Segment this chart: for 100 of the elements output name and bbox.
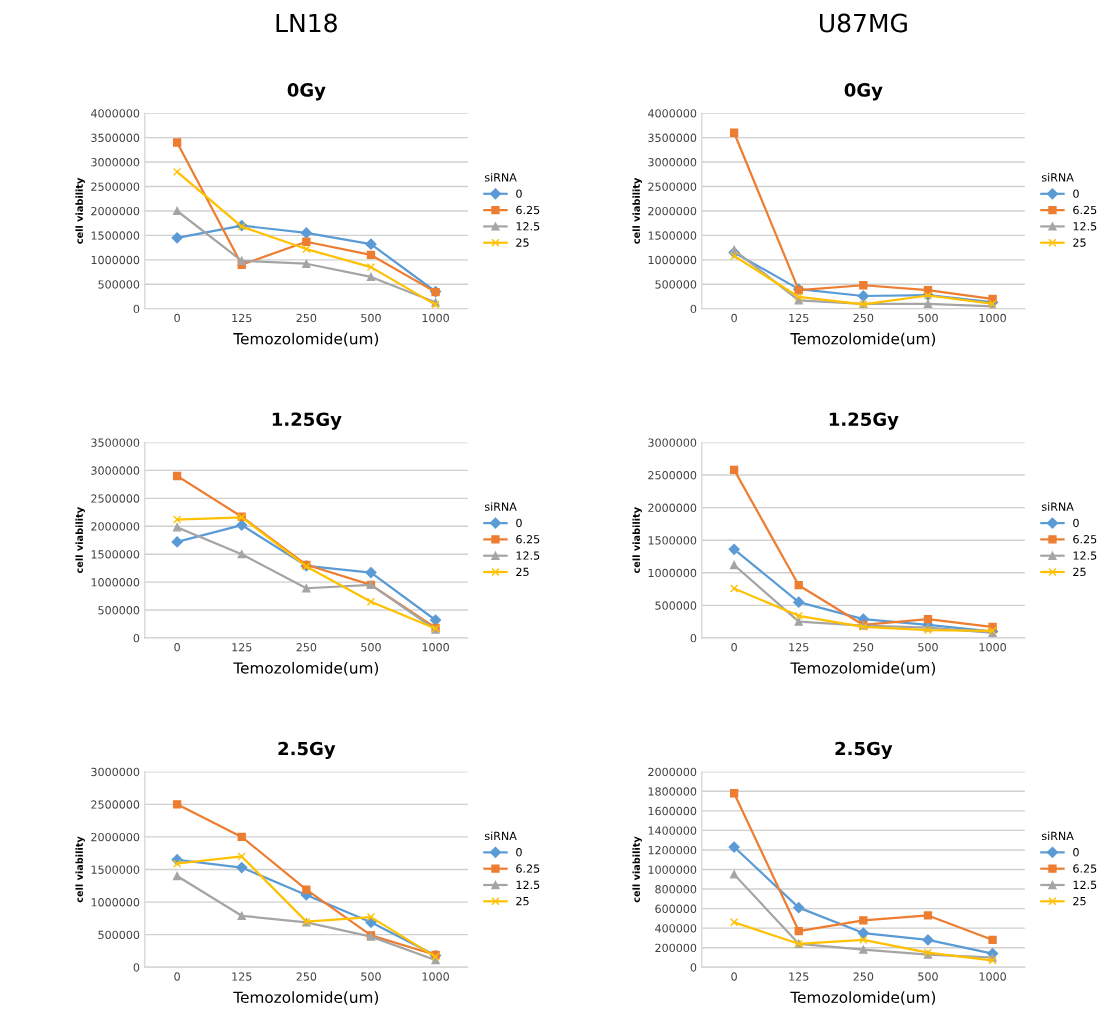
x-tick-label: 125: [789, 643, 809, 652]
y-tick-label: 2500000: [91, 800, 140, 809]
text: LN18: [276, 13, 337, 33]
x-tick-label: 0: [731, 643, 737, 652]
x-tick-label: 125: [789, 313, 809, 323]
y-tick-label: 1000000: [648, 865, 697, 874]
legend-label: 12.5: [1073, 880, 1097, 890]
y-axis-title: cell viability: [75, 836, 85, 903]
y-tick-label: 2000000: [91, 832, 140, 842]
legend-label: 25: [516, 567, 529, 577]
legend-label: 6.25: [1073, 864, 1097, 873]
x-tick-label: 500: [918, 643, 938, 652]
y-axis-title: cell viability: [632, 177, 642, 244]
y-tick-label: 2500000: [91, 494, 140, 503]
x-tick-label: 500: [361, 972, 381, 981]
text: U87MG: [820, 13, 907, 33]
y-tick-label: 2000000: [91, 522, 140, 531]
y-axis-title: cell viability: [75, 507, 85, 574]
y-tick-label: 3500000: [91, 133, 140, 143]
y-tick-label: 1500000: [91, 231, 140, 240]
x-tick-label: 250: [296, 313, 317, 323]
x-tick-label: 500: [361, 313, 381, 323]
legend-label: 6.25: [516, 205, 540, 215]
x-axis-title: Temozolomide(um): [233, 661, 379, 676]
y-tick-label: 2500000: [91, 182, 140, 191]
y-tick-label: 2000000: [648, 767, 697, 777]
x-tick-label: 1000: [979, 643, 1006, 652]
y-axis-title: cell viability: [632, 507, 642, 574]
x-tick-label: 125: [789, 972, 809, 981]
x-axis-title: Temozolomide(um): [233, 332, 379, 347]
y-tick-label: 500000: [98, 930, 140, 940]
legend-title: siRNA: [1041, 502, 1074, 511]
y-tick-label: 4000000: [91, 109, 140, 118]
chart-title: 2.5Gy: [278, 741, 336, 759]
y-tick-label: 0: [133, 304, 140, 314]
legend-title: siRNA: [484, 172, 517, 182]
legend-label: 0: [1073, 518, 1079, 528]
y-tick-label: 3500000: [648, 133, 697, 143]
y-tick-label: 500000: [98, 280, 140, 289]
legend-title: siRNA: [484, 502, 517, 511]
y-tick-label: 2500000: [648, 471, 697, 480]
legend-label: 12.5: [1073, 551, 1097, 560]
legend-label: 0: [516, 189, 522, 198]
x-tick-label: 1000: [422, 643, 449, 652]
y-tick-label: 500000: [655, 601, 697, 610]
legend-label: 12.5: [516, 880, 540, 890]
y-tick-label: 1000000: [91, 898, 140, 907]
legend-label: 12.5: [1073, 222, 1097, 231]
y-tick-label: 2000000: [648, 206, 697, 216]
x-tick-label: 125: [232, 972, 252, 981]
y-tick-label: 3000000: [648, 158, 697, 167]
y-tick-label: 3000000: [648, 438, 697, 447]
chart-title: 0Gy: [844, 83, 883, 101]
y-tick-label: 0: [690, 963, 697, 972]
x-tick-label: 250: [853, 972, 874, 981]
y-tick-label: 3000000: [91, 466, 140, 475]
y-tick-label: 1000000: [91, 578, 140, 587]
x-tick-label: 125: [232, 313, 252, 323]
y-tick-label: 0: [133, 633, 140, 643]
y-tick-label: 3500000: [91, 438, 140, 447]
x-tick-label: 0: [174, 313, 180, 323]
x-tick-label: 1000: [422, 313, 449, 323]
y-tick-label: 500000: [655, 280, 697, 289]
legend-label: 25: [516, 238, 529, 247]
legend-title: siRNA: [1041, 831, 1074, 841]
y-tick-label: 200000: [655, 943, 697, 953]
y-tick-label: 500000: [98, 606, 140, 615]
y-tick-label: 400000: [655, 924, 697, 933]
y-tick-label: 2500000: [648, 182, 697, 191]
legend-label: 25: [1073, 896, 1086, 906]
x-tick-label: 0: [731, 313, 737, 323]
y-tick-label: 1500000: [648, 231, 697, 240]
legend-label: 6.25: [1073, 205, 1097, 215]
x-tick-label: 0: [174, 643, 180, 652]
legend-label: 0: [516, 518, 522, 528]
x-axis-title: Temozolomide(um): [233, 991, 379, 1005]
legend-label: 25: [1073, 567, 1086, 577]
legend-label: 6.25: [516, 864, 540, 873]
x-tick-label: 0: [174, 972, 180, 981]
y-axis-title: cell viability: [75, 177, 85, 244]
y-tick-label: 800000: [655, 885, 697, 894]
x-tick-label: 250: [296, 643, 317, 652]
y-tick-label: 3000000: [91, 767, 140, 777]
x-tick-label: 500: [918, 972, 938, 981]
x-tick-label: 125: [232, 643, 252, 652]
legend-label: 25: [1073, 238, 1086, 247]
x-tick-label: 250: [296, 972, 317, 981]
x-tick-label: 0: [731, 972, 737, 981]
x-axis-title: Temozolomide(um): [790, 332, 936, 347]
x-tick-label: 250: [853, 313, 874, 323]
legend-label: 12.5: [516, 551, 540, 560]
chart-title: 0Gy: [287, 83, 326, 101]
y-tick-label: 0: [690, 633, 697, 643]
y-tick-label: 1000000: [648, 255, 697, 265]
chart-title: 1.25Gy: [829, 412, 899, 430]
x-tick-label: 500: [918, 313, 938, 323]
x-tick-label: 500: [361, 643, 381, 652]
y-tick-label: 2000000: [91, 206, 140, 216]
y-tick-label: 1200000: [648, 845, 697, 855]
chart-title: 2.5Gy: [835, 741, 893, 759]
